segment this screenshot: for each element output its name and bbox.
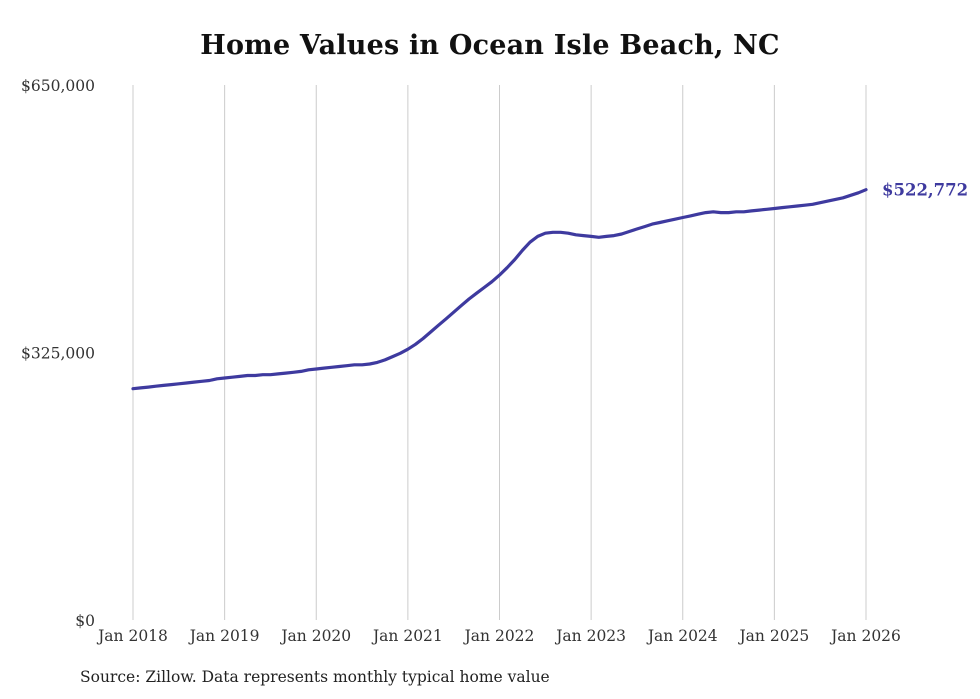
x-tick-label: Jan 2021 <box>371 627 443 645</box>
x-tick-label: Jan 2022 <box>463 627 535 645</box>
y-tick-label: $325,000 <box>21 345 95 363</box>
x-tick-label: Jan 2026 <box>829 627 901 645</box>
end-value-label: $522,772 <box>882 181 968 200</box>
x-tick-label: Jan 2018 <box>96 627 168 645</box>
value-line <box>131 188 868 391</box>
source-note: Source: Zillow. Data represents monthly … <box>80 668 550 686</box>
y-tick-label: $0 <box>75 612 95 630</box>
x-tick-label: Jan 2024 <box>646 627 718 645</box>
x-tick-label: Jan 2025 <box>737 627 809 645</box>
y-tick-label: $650,000 <box>21 77 95 95</box>
x-tick-label: Jan 2023 <box>554 627 626 645</box>
chart-title: Home Values in Ocean Isle Beach, NC <box>200 30 780 61</box>
x-tick-label: Jan 2019 <box>188 627 260 645</box>
x-tick-label: Jan 2020 <box>279 627 351 645</box>
